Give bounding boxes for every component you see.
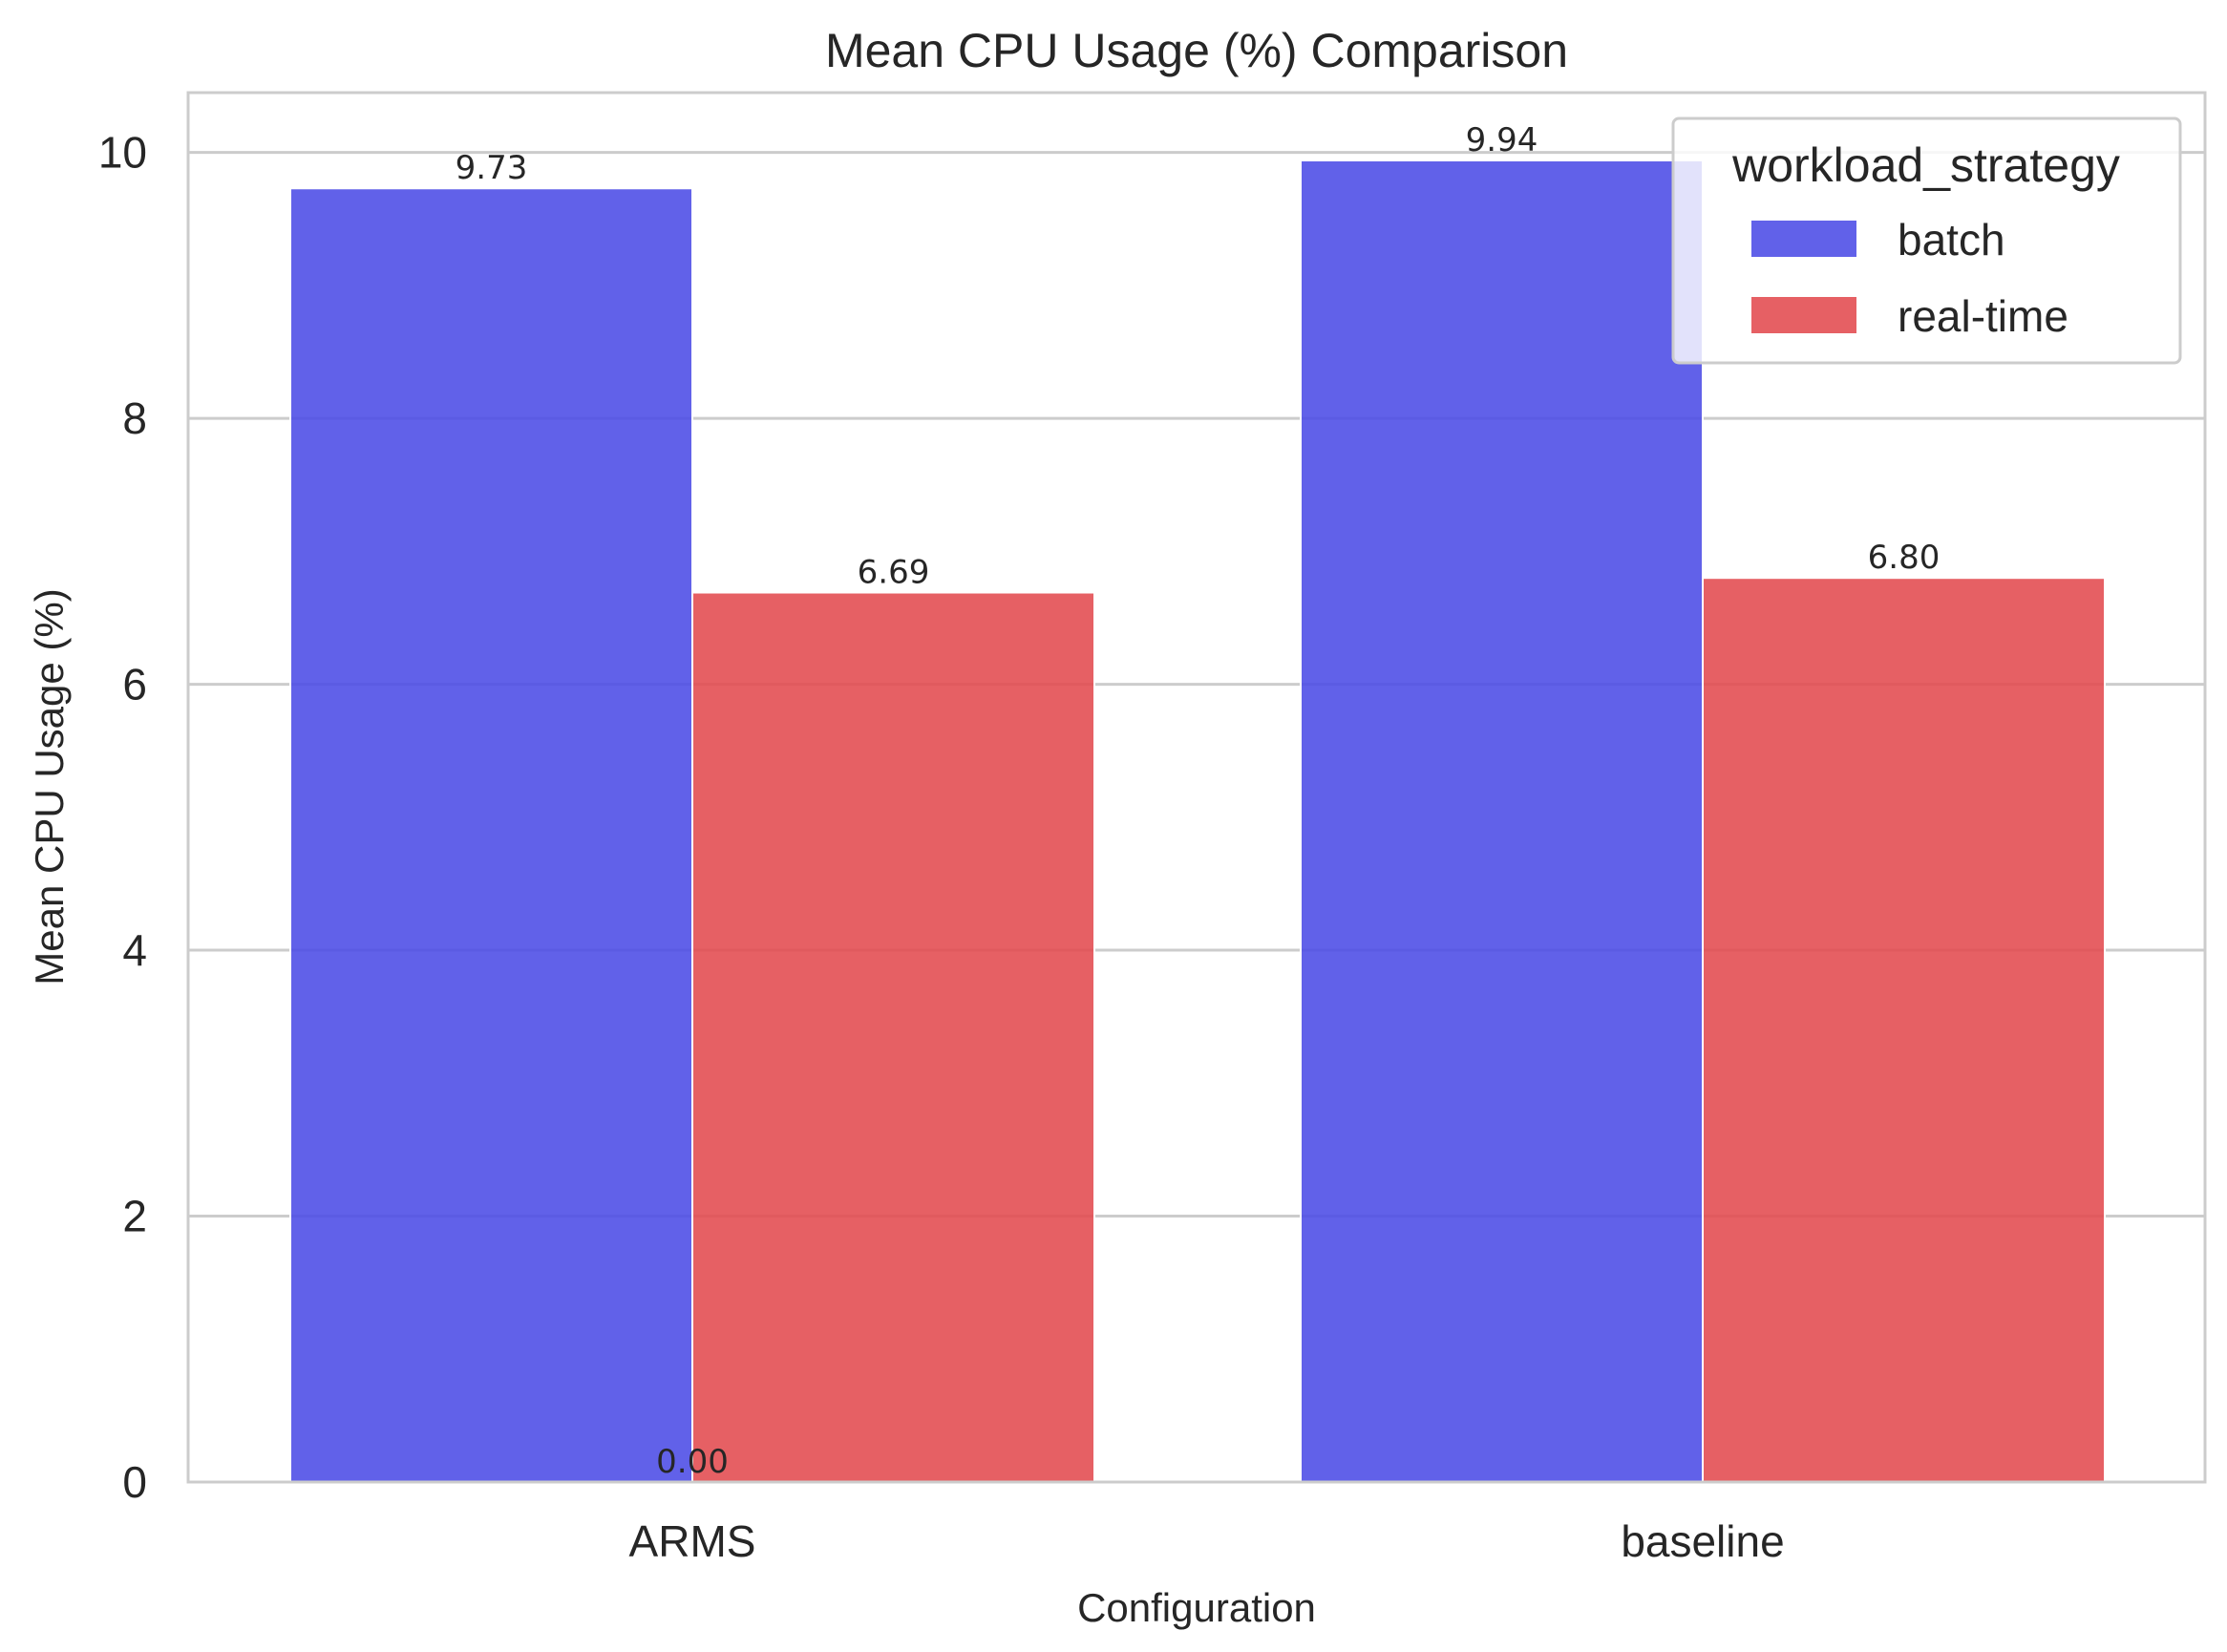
bar-value-label: 6.80 xyxy=(1868,539,1941,577)
bars xyxy=(289,159,2106,1484)
y-tick-label: 8 xyxy=(122,393,147,443)
bar-batch-baseline xyxy=(1300,159,1704,1484)
y-tick-labels: 0 2 4 6 8 10 xyxy=(98,128,147,1507)
bar-value-label: 9.94 xyxy=(1466,121,1538,159)
y-tick-label: 6 xyxy=(122,660,147,710)
plot-frame xyxy=(186,91,2207,1484)
y-tick-label: 0 xyxy=(122,1457,147,1507)
x-tick-labels: ARMS baseline xyxy=(629,1516,1785,1566)
y-tick-label: 4 xyxy=(122,925,147,975)
x-axis-label: Configuration xyxy=(1077,1585,1316,1630)
legend-swatch-batch xyxy=(1751,221,1856,257)
legend-label-real-time: real-time xyxy=(1898,291,2068,341)
bar-value-label: 9.73 xyxy=(456,149,528,187)
bar-value-label: 0.00 xyxy=(656,1443,729,1481)
bar-batch-ARMS xyxy=(289,187,693,1484)
chart-title: Mean CPU Usage (%) Comparison xyxy=(825,24,1568,77)
legend: workload_strategy batch real-time xyxy=(1671,116,2182,365)
x-tick-label: ARMS xyxy=(629,1516,756,1566)
legend-swatch-real-time xyxy=(1751,297,1856,333)
y-tick-label: 2 xyxy=(122,1192,147,1241)
legend-title: workload_strategy xyxy=(1731,138,2120,192)
y-axis-label: Mean CPU Usage (%) xyxy=(27,588,72,985)
bar-value-label: 6.69 xyxy=(858,554,930,592)
x-tick-label: baseline xyxy=(1621,1516,1784,1566)
bar-real-time-ARMS xyxy=(691,591,1095,1483)
bar-real-time-baseline xyxy=(1702,577,2106,1483)
y-tick-label: 10 xyxy=(98,128,147,178)
legend-label-batch: batch xyxy=(1898,215,2005,265)
bar-value-labels: 9.73 6.69 9.94 6.80 0.00 xyxy=(456,121,1941,1481)
